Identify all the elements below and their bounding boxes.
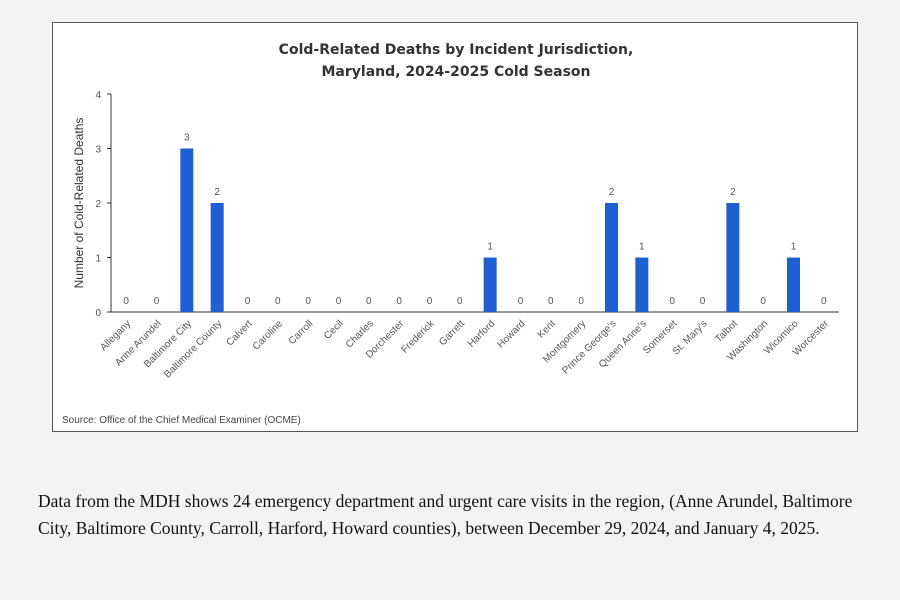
data-label: 2 (730, 187, 736, 198)
data-label: 1 (791, 242, 797, 253)
category-label: Harford (466, 318, 497, 349)
data-label: 0 (518, 296, 524, 307)
category-label: Howard (495, 318, 527, 350)
category-label: Baltimore County (162, 318, 224, 380)
data-label: 0 (669, 296, 675, 307)
data-label: 0 (760, 296, 766, 307)
data-label: 0 (396, 296, 402, 307)
bar (635, 257, 649, 312)
data-label: 0 (336, 296, 342, 307)
data-label: 1 (639, 242, 645, 253)
y-tick-label: 0 (95, 308, 101, 319)
data-label: 0 (245, 296, 251, 307)
data-label: 2 (609, 187, 615, 198)
data-label: 2 (214, 187, 220, 198)
chart-title-line-1: Cold-Related Deaths by Incident Jurisdic… (278, 42, 634, 58)
data-label: 0 (305, 296, 311, 307)
chart-source: Source: Office of the Chief Medical Exam… (62, 415, 301, 426)
chart-frame: Cold-Related Deaths by Incident Jurisdic… (52, 22, 858, 432)
y-axis-label: Number of Cold-Related Deaths (72, 118, 86, 289)
chart-title: Cold-Related Deaths by Incident Jurisdic… (53, 39, 859, 83)
category-label: Frederick (399, 318, 437, 356)
data-label: 0 (154, 296, 160, 307)
bar (787, 257, 800, 312)
chart-title-line-2: Maryland, 2024-2025 Cold Season (321, 64, 591, 80)
data-label: 3 (184, 133, 190, 144)
bar (483, 257, 497, 312)
data-label: 0 (700, 296, 706, 307)
category-label: Caroline (251, 318, 285, 352)
bar (180, 148, 194, 312)
category-label: Garrett (437, 318, 467, 348)
category-label: Prince George's (560, 318, 618, 376)
caption-text: Data from the MDH shows 24 emergency dep… (38, 491, 853, 538)
data-label: 0 (548, 296, 554, 307)
data-label: 0 (457, 296, 463, 307)
data-label: 1 (487, 242, 493, 253)
bar (726, 203, 740, 312)
category-label: Kent (536, 318, 558, 340)
data-label: 0 (275, 296, 281, 307)
data-label: 0 (821, 296, 827, 307)
category-label: Carroll (287, 318, 316, 347)
data-label: 0 (366, 296, 372, 307)
category-label: Cecil (322, 318, 346, 342)
data-label: 0 (427, 296, 433, 307)
y-tick-label: 3 (95, 145, 101, 156)
data-label: 0 (123, 296, 129, 307)
y-tick-label: 2 (95, 199, 101, 210)
category-label: Talbot (713, 318, 740, 345)
y-tick-label: 1 (95, 254, 101, 265)
bar (210, 203, 224, 312)
bar (605, 203, 618, 312)
y-tick-label: 4 (95, 90, 101, 101)
data-label: 0 (578, 296, 584, 307)
